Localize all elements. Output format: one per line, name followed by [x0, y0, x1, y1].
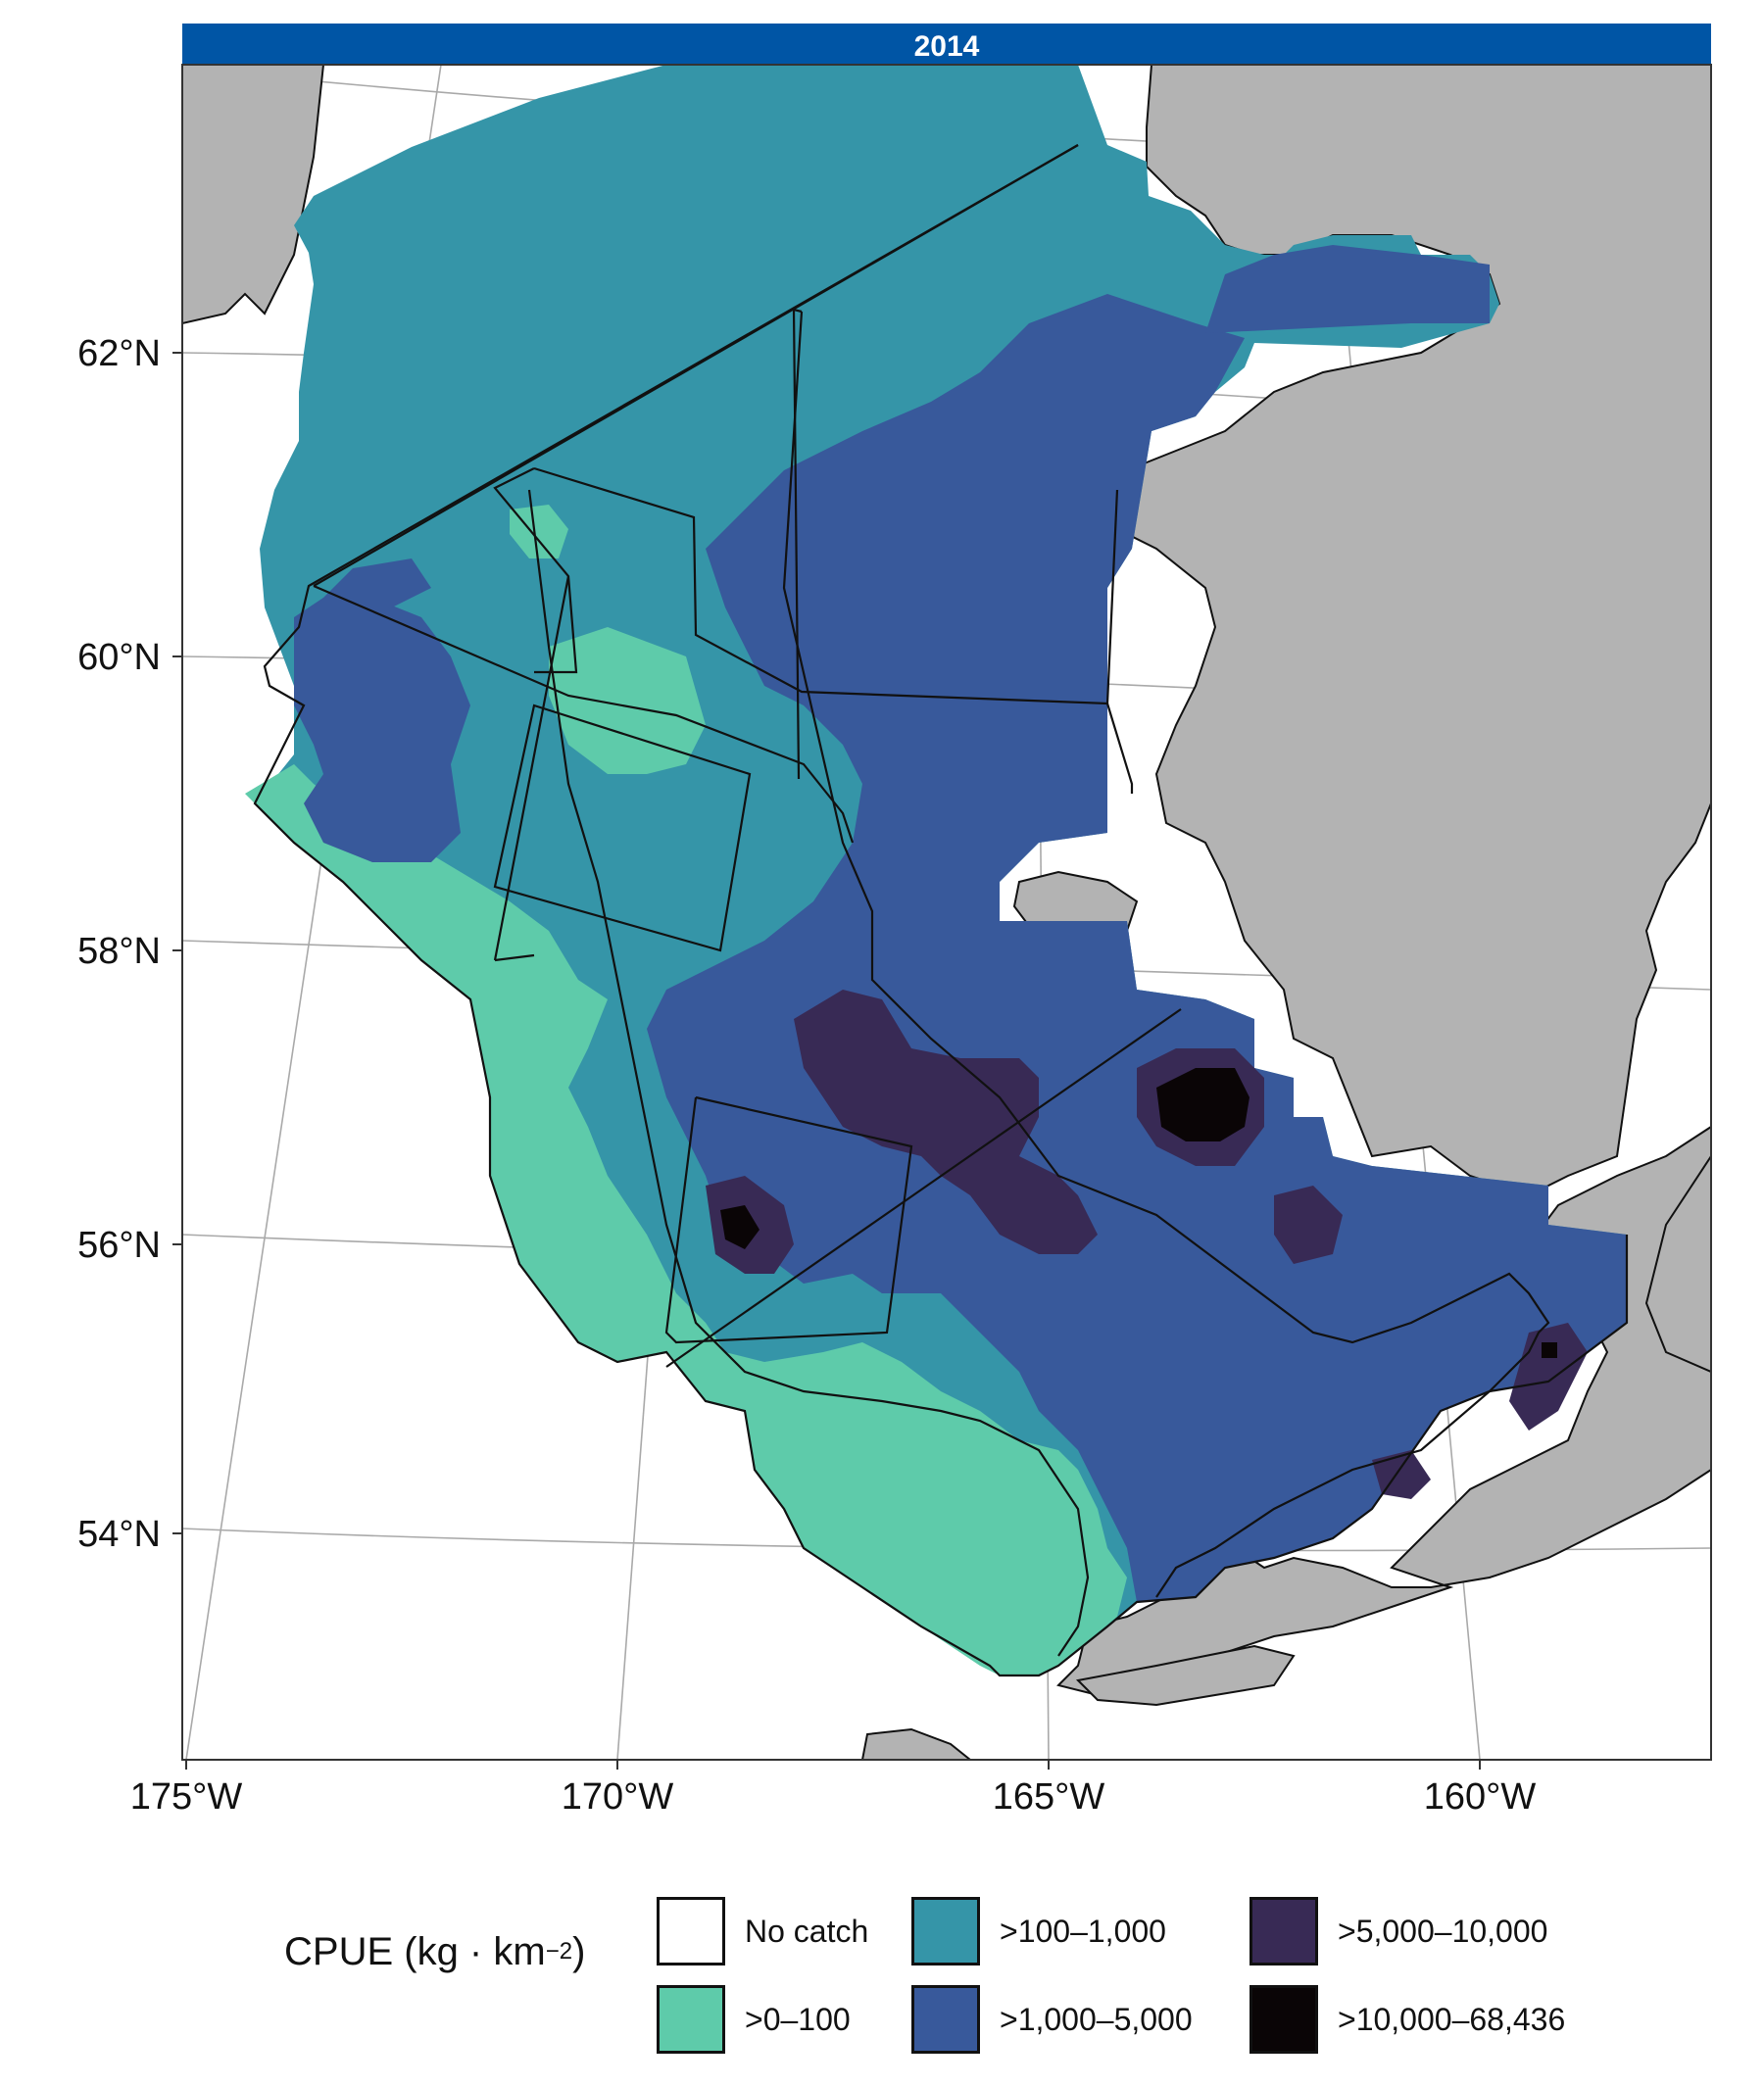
panel-title: 2014 [914, 30, 980, 63]
legend-swatch [1250, 1985, 1318, 2054]
legend-swatch [657, 1985, 725, 2054]
legend-swatch [657, 1897, 725, 1966]
legend-item-100-1000: >100–1,000 [911, 1887, 1166, 1975]
cpue-zone-10000-plus-se [1542, 1342, 1557, 1358]
cpue-zone-10000-plus-hotspot [1156, 1068, 1250, 1141]
cpue-zone-10000-plus-sw [720, 1205, 760, 1249]
lon-label-170: 170°W [562, 1776, 674, 1818]
survey-cpue [245, 65, 1627, 1675]
legend-swatch [1250, 1897, 1318, 1966]
legend-title-text: CPUE (kg · km [284, 1929, 546, 1973]
legend-label: >100–1,000 [1000, 1913, 1166, 1949]
cpue-zone-5000-10000-se1 [1274, 1186, 1343, 1264]
legend-label: >10,000–68,436 [1338, 2001, 1566, 2037]
cpue-zone-5000-10000-se2 [1509, 1323, 1588, 1431]
legend-item-no-catch: No catch [657, 1887, 868, 1975]
cpue-zone-1000-5000-west [294, 598, 470, 862]
lat-label-58: 58°N [77, 931, 161, 972]
lat-label-54: 54°N [77, 1514, 161, 1555]
lat-label-56: 56°N [77, 1225, 161, 1266]
cpue-legend: CPUE (kg · km −2) No catch >0–100 >100–1,… [284, 1879, 1656, 2065]
cpue-zone-0-100-north [510, 505, 568, 558]
lat-label-62: 62°N [77, 333, 161, 374]
cpue-zone-1000-5000-westmid [314, 558, 431, 607]
lat-label-60: 60°N [77, 637, 161, 678]
legend-label: >5,000–10,000 [1338, 1913, 1548, 1949]
lat-axis [172, 352, 182, 1534]
panel-border [181, 64, 1712, 1761]
lon-axis [185, 1760, 1481, 1770]
cpue-zone-0-100-west [245, 764, 1127, 1675]
legend-swatch [911, 1897, 980, 1966]
panel-title-bar [182, 24, 1711, 65]
cpue-zone-1000-5000-north [1205, 245, 1490, 333]
legend-item-10000-plus: >10,000–68,436 [1250, 1975, 1565, 2063]
lon-label-165: 165°W [993, 1776, 1105, 1818]
legend-swatch [911, 1985, 980, 2054]
legend-label: >0–100 [745, 2001, 851, 2037]
legend-item-1000-5000: >1,000–5,000 [911, 1975, 1193, 2063]
legend-title-exponent: −2 [545, 1938, 573, 1965]
cpue-zone-0-100-central [549, 627, 706, 774]
survey-outline [253, 144, 1629, 1677]
legend-label: No catch [745, 1913, 869, 1949]
legend-title-close: ) [572, 1929, 586, 1973]
legend-item-5000-10000: >5,000–10,000 [1250, 1887, 1547, 1975]
lon-label-160: 160°W [1424, 1776, 1537, 1818]
lon-label-175: 175°W [130, 1776, 243, 1818]
legend-item-0-100: >0–100 [657, 1975, 851, 2063]
legend-title: CPUE (kg · km −2) [284, 1913, 657, 1991]
cpue-zone-1000-5000-main [647, 294, 1627, 1602]
legend-label: >1,000–5,000 [1000, 2001, 1193, 2037]
cpue-zone-5000-10000-central [794, 990, 1098, 1254]
